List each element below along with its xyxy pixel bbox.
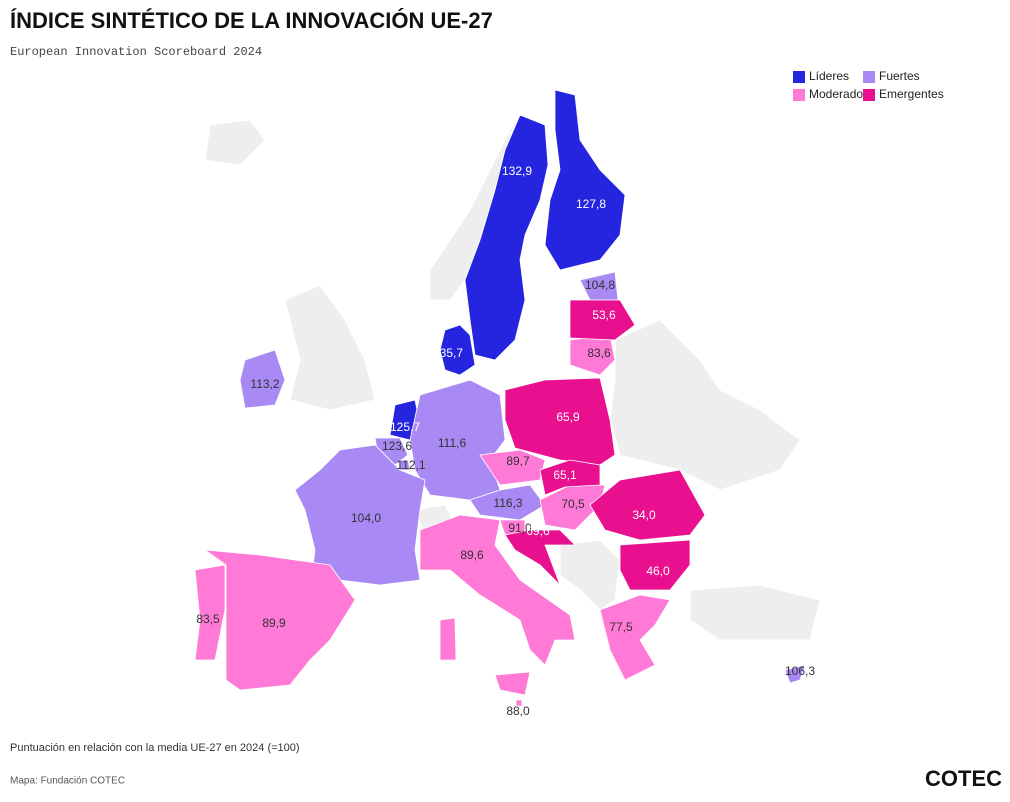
region [589,469,706,541]
region [419,514,576,696]
region [539,459,601,496]
value-label: 113,2 [250,377,279,391]
legend-label: Moderados [809,87,869,101]
value-label: 77,5 [609,620,633,634]
value-label: 106,3 [785,664,815,678]
value-label: 89,7 [506,454,530,468]
region [784,664,806,684]
logo: COTEC [925,766,1002,791]
value-label: 123,6 [382,439,412,453]
legend-label: Fuertes [879,69,920,83]
legend: Líderes Fuertes Moderados Emergentes [793,69,944,101]
region [515,699,523,707]
subtitle: European Innovation Scoreboard 2024 [10,45,262,59]
legend-label: Líderes [809,69,849,83]
value-label: 104,0 [351,511,381,525]
region [294,444,426,591]
value-label: 89,9 [262,616,286,630]
value-label: 89,6 [460,548,484,562]
region [569,299,636,341]
region [239,349,286,409]
value-label: 65,9 [556,410,580,424]
region [619,539,691,591]
value-label: 91,0 [508,521,532,535]
region [464,114,549,361]
region [504,377,616,466]
region [504,529,576,586]
legend-swatch [863,71,875,83]
value-label: 46,0 [646,564,670,578]
region [194,564,226,661]
value-label: 34,0 [632,508,656,522]
value-label: 65,1 [553,468,577,482]
value-label: 83,6 [587,346,611,360]
region [599,594,671,681]
region [399,459,411,471]
value-label: 88,0 [506,704,530,718]
value-label: 69,6 [526,524,550,538]
value-labels: 132,9 127,8 135,7 125,7 104,8 113,2 123,6 112,1… [196,164,815,718]
title: ÍNDICE SINTÉTICO DE LA INNOVACIÓN UE-27 [10,8,493,33]
region [544,89,626,271]
legend-label: Emergentes [879,87,944,101]
value-label: 116,3 [493,496,522,510]
value-label: 125,7 [390,420,420,434]
value-label: 127,8 [576,197,606,211]
source: Mapa: Fundación COTEC [10,776,125,787]
value-label: 112,1 [396,458,425,472]
legend-swatch [793,71,805,83]
region [439,324,476,376]
value-label: 135,7 [433,346,463,360]
value-label: 104,8 [585,278,615,292]
legend-swatch [793,89,805,101]
note: Puntuación en relación con la media UE-2… [10,742,300,754]
value-label: 53,6 [592,308,616,322]
value-label: 83,5 [196,612,220,626]
value-label: 132,9 [502,164,532,178]
non-eu-land [204,109,821,641]
legend-swatch [863,89,875,101]
regions [194,89,806,707]
region [203,549,356,691]
value-label: 111,6 [438,436,467,450]
value-label: 70,5 [561,497,585,511]
